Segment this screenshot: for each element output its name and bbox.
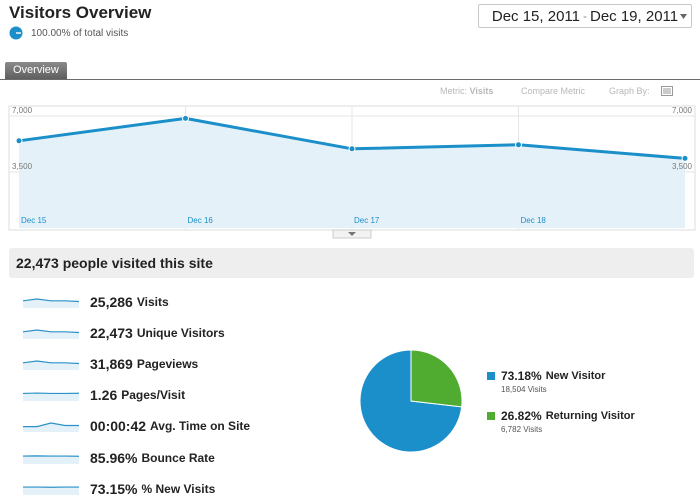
x-tick-label: Dec 18 (521, 216, 547, 225)
segment-pie-icon (9, 26, 23, 40)
visitor-type-pie (358, 348, 464, 454)
legend-label: Returning Visitor (546, 410, 635, 422)
summary-bar: 22,473 people visited this site (9, 248, 694, 278)
sparkline-area (23, 487, 79, 495)
metric-prefix: Metric: (440, 86, 467, 96)
sparkline (22, 327, 80, 339)
sparkline-area (23, 393, 79, 401)
sparkline (22, 296, 80, 308)
data-point (516, 142, 522, 148)
legend-returning-visitor: 26.82% Returning Visitor 6,782 Visits (487, 409, 635, 434)
metric-bounce-rate[interactable]: 85.96% Bounce Rate (22, 446, 215, 470)
sparkline (22, 358, 80, 370)
data-point (16, 138, 22, 144)
graph-by-icon[interactable] (661, 86, 673, 96)
data-point (349, 146, 355, 152)
metric-label: Unique Visitors (137, 326, 225, 340)
y-tick-label-left: 3,500 (12, 162, 33, 171)
x-tick-label: Dec 17 (354, 216, 380, 225)
y-tick-label-right: 7,000 (672, 106, 693, 115)
segment-text: 100.00% of total visits (31, 28, 128, 39)
metric-value: 00:00:42 (90, 418, 146, 434)
sparkline (22, 420, 80, 432)
legend-new-visitor: 73.18% New Visitor 18,504 Visits (487, 369, 605, 394)
metric-label: Visits (137, 295, 169, 309)
x-tick-label: Dec 16 (188, 216, 214, 225)
sparkline (22, 389, 80, 401)
metric-label: Pages/Visit (121, 388, 185, 402)
segment-indicator: 100.00% of total visits (9, 26, 128, 40)
chevron-down-icon[interactable] (679, 11, 688, 21)
graph-by-label: Graph By: (609, 86, 650, 96)
date-range-picker[interactable]: Dec 15, 2011 - Dec 19, 2011 (478, 4, 692, 28)
sparkline (22, 483, 80, 495)
date-start: Dec 15, 2011 (492, 8, 580, 25)
metric-value: 85.96% (90, 450, 137, 466)
legend-swatch (487, 412, 495, 420)
sparkline-area (23, 456, 79, 464)
legend-percent: 26.82% (501, 409, 542, 423)
legend-count: 6,782 Visits (501, 425, 635, 434)
legend-swatch (487, 372, 495, 380)
metric-new-visits[interactable]: 73.15% % New Visits (22, 477, 215, 501)
metric-value: 31,869 (90, 356, 133, 372)
page-title: Visitors Overview (9, 3, 151, 23)
metric-label: Pageviews (137, 357, 198, 371)
tab-overview[interactable]: Overview (5, 62, 67, 79)
pie-slice-returning-visitor (411, 350, 462, 407)
metric-selector[interactable]: Metric: Visits (440, 86, 493, 96)
metric-label: Bounce Rate (141, 451, 214, 465)
date-end: Dec 19, 2011 (590, 8, 678, 25)
legend-count: 18,504 Visits (501, 385, 605, 394)
metric-pages-per-visit[interactable]: 1.26 Pages/Visit (22, 383, 185, 407)
legend-label: New Visitor (546, 370, 606, 382)
legend-percent: 73.18% (501, 369, 542, 383)
tab-strip: Overview (0, 60, 700, 80)
sparkline (22, 452, 80, 464)
data-point (183, 115, 189, 121)
date-separator: - (583, 9, 587, 23)
metric-visits[interactable]: 25,286 Visits (22, 290, 169, 314)
sparkline-area (23, 423, 79, 432)
metric-label: % New Visits (141, 482, 215, 496)
compare-metric-link[interactable]: Compare Metric (521, 86, 585, 96)
metric-unique-visitors[interactable]: 22,473 Unique Visitors (22, 321, 225, 345)
metric-value: 73.15% (90, 481, 137, 497)
y-tick-label-left: 7,000 (12, 106, 33, 115)
metric-value: 25,286 (90, 294, 133, 310)
visits-chart: 7,000 7,000 3,500 3,500 Dec 15 Dec 16 Dec 17 De… (0, 100, 700, 240)
metric-value: Visits (470, 86, 494, 96)
metric-value: 22,473 (90, 325, 133, 341)
metric-label: Avg. Time on Site (150, 419, 250, 433)
x-tick-label: Dec 15 (21, 216, 47, 225)
data-point (682, 155, 688, 161)
y-tick-label-right: 3,500 (672, 162, 693, 171)
metric-pageviews[interactable]: 31,869 Pageviews (22, 352, 198, 376)
metric-value: 1.26 (90, 387, 117, 403)
metric-avg-time-on-site[interactable]: 00:00:42 Avg. Time on Site (22, 414, 250, 438)
